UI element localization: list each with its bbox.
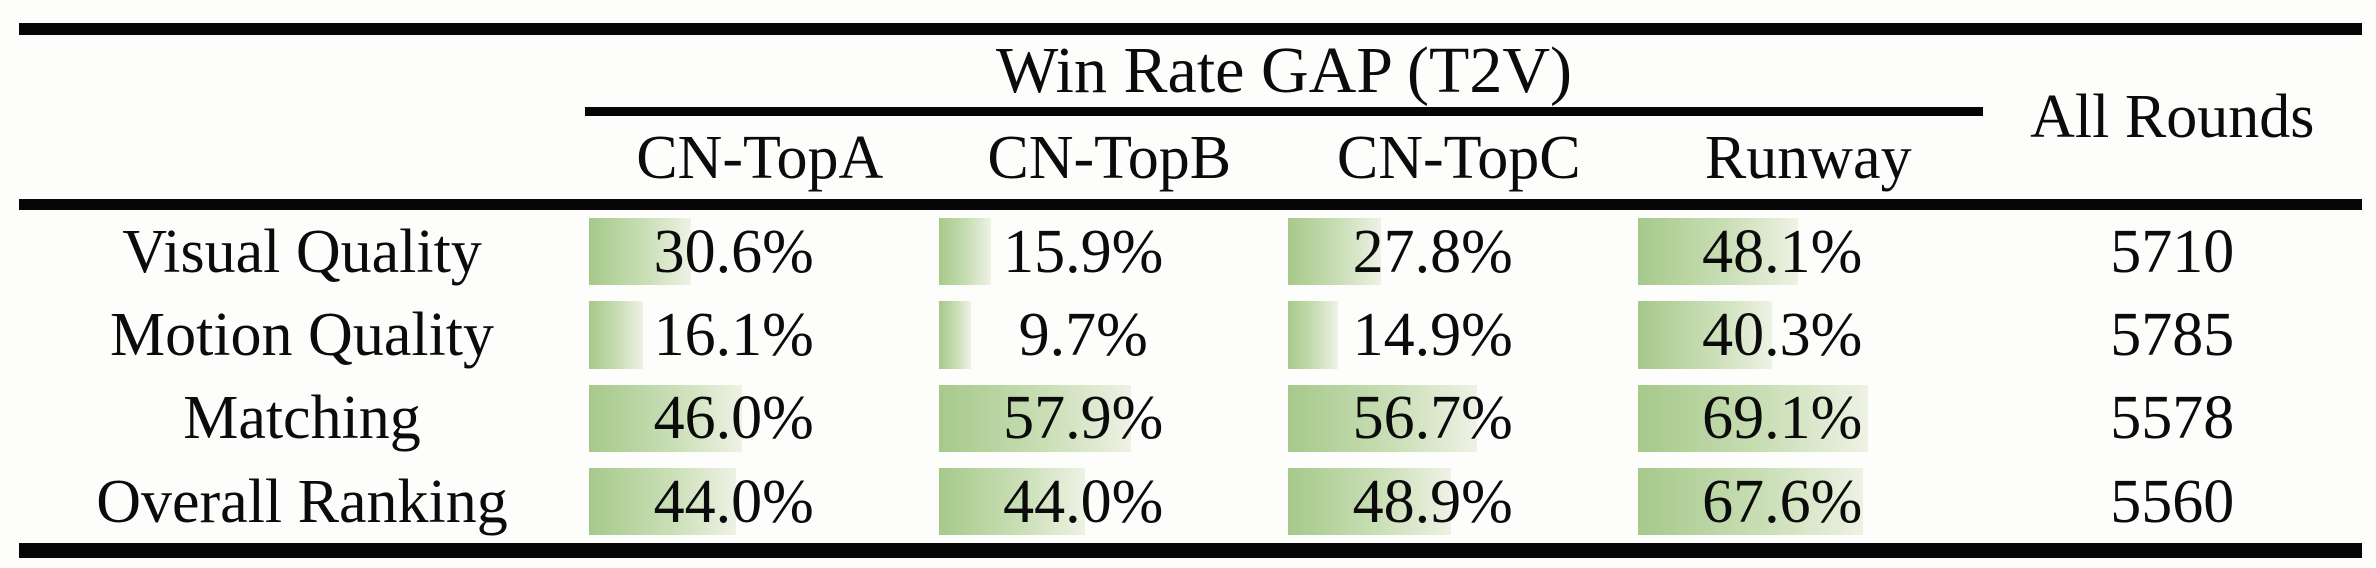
all-rounds-value: 5578 [2110, 384, 2235, 453]
cell-value: 14.9% [1352, 300, 1513, 369]
cell-value: 57.9% [1003, 384, 1164, 453]
win-rate-bar [1637, 218, 1798, 286]
table-cell: 27.8% [1284, 210, 1634, 293]
cell-value: 30.6% [653, 217, 814, 286]
cell-value: 15.9% [1003, 217, 1164, 286]
win-rate-bar [589, 467, 736, 536]
win-rate-bar [1288, 467, 1451, 536]
all-rounds-value: 5710 [2110, 217, 2235, 286]
table-cell: 46.0% [585, 377, 935, 460]
win-rate-bar [1637, 384, 1868, 452]
table-row-matching: Matching 46.0% 57.9% 56.7% 69.1% 5578 [19, 377, 2362, 460]
row-label: Motion Quality [109, 300, 495, 369]
win-rate-bar [589, 384, 743, 452]
win-rate-bar [938, 218, 992, 286]
table-cell: 69.1% [1634, 377, 1984, 460]
column-header-cn-topb: CN-TopB [987, 123, 1232, 192]
table-cell: 48.1% [1634, 210, 1984, 293]
cell-value: 46.0% [653, 384, 814, 453]
table-cell: 44.0% [935, 460, 1285, 543]
win-rate-bar [1288, 218, 1381, 286]
cell-value: 27.8% [1352, 217, 1513, 286]
table-top-rule [19, 23, 2362, 35]
cell-value: 44.0% [653, 467, 814, 536]
cell-value: 48.1% [1702, 217, 1863, 286]
all-rounds-value: 5785 [2110, 300, 2235, 369]
column-header-cn-topc: CN-TopC [1336, 123, 1581, 192]
group-underline-rule [585, 107, 1983, 116]
win-rate-bar [938, 301, 971, 369]
table-cell: 57.9% [935, 377, 1285, 460]
table-row-overall-ranking: Overall Ranking 44.0% 44.0% 48.9% 67.6% … [19, 460, 2362, 543]
column-group-title: Win Rate GAP (T2V) [996, 34, 1572, 107]
win-rate-bar [1288, 301, 1338, 369]
table-cell: 15.9% [935, 210, 1285, 293]
row-label: Overall Ranking [96, 467, 508, 536]
win-rate-bar [1288, 384, 1477, 452]
win-rate-bar [589, 218, 691, 286]
cell-value: 67.6% [1702, 467, 1863, 536]
win-rate-bar [589, 301, 643, 369]
table-row-motion-quality: Motion Quality 16.1% 9.7% 14.9% 40.3% 57… [19, 293, 2362, 376]
cell-value: 56.7% [1352, 384, 1513, 453]
cell-value: 44.0% [1003, 467, 1164, 536]
cell-value: 16.1% [653, 300, 814, 369]
row-label: Matching [183, 384, 421, 453]
all-rounds-value: 5560 [2110, 467, 2235, 536]
row-label: Visual Quality [122, 217, 482, 286]
table-cell: 9.7% [935, 293, 1285, 376]
column-headers-row: CN-TopA CN-TopB CN-TopC Runway [585, 116, 1983, 199]
table-row-visual-quality: Visual Quality 30.6% 15.9% 27.8% 48.1% 5… [19, 210, 2362, 293]
win-rate-bar [938, 384, 1132, 452]
cell-value: 40.3% [1702, 300, 1863, 369]
table-cell: 48.9% [1284, 460, 1634, 543]
table-mid-rule [19, 199, 2362, 210]
table-cell: 16.1% [585, 293, 935, 376]
column-header-runway: Runway [1704, 123, 1912, 192]
table-cell: 30.6% [585, 210, 935, 293]
table-bottom-rule [19, 543, 2362, 559]
cell-value: 69.1% [1702, 384, 1863, 453]
column-header-cn-topa: CN-TopA [636, 123, 884, 192]
results-table: Win Rate GAP (T2V) CN-TopA CN-TopB CN-To… [19, 23, 2362, 559]
table-cell: 40.3% [1634, 293, 1984, 376]
table-cell: 56.7% [1284, 377, 1634, 460]
table-cell: 67.6% [1634, 460, 1984, 543]
win-rate-bar [1637, 301, 1772, 369]
win-rate-bar [938, 467, 1086, 536]
table-header: Win Rate GAP (T2V) CN-TopA CN-TopB CN-To… [19, 35, 2362, 199]
column-header-all-rounds: All Rounds [2030, 83, 2315, 151]
table-cell: 44.0% [585, 460, 935, 543]
cell-value: 48.9% [1352, 467, 1513, 536]
table-cell: 14.9% [1284, 293, 1634, 376]
win-rate-bar [1637, 467, 1863, 536]
cell-value: 9.7% [1018, 300, 1148, 369]
